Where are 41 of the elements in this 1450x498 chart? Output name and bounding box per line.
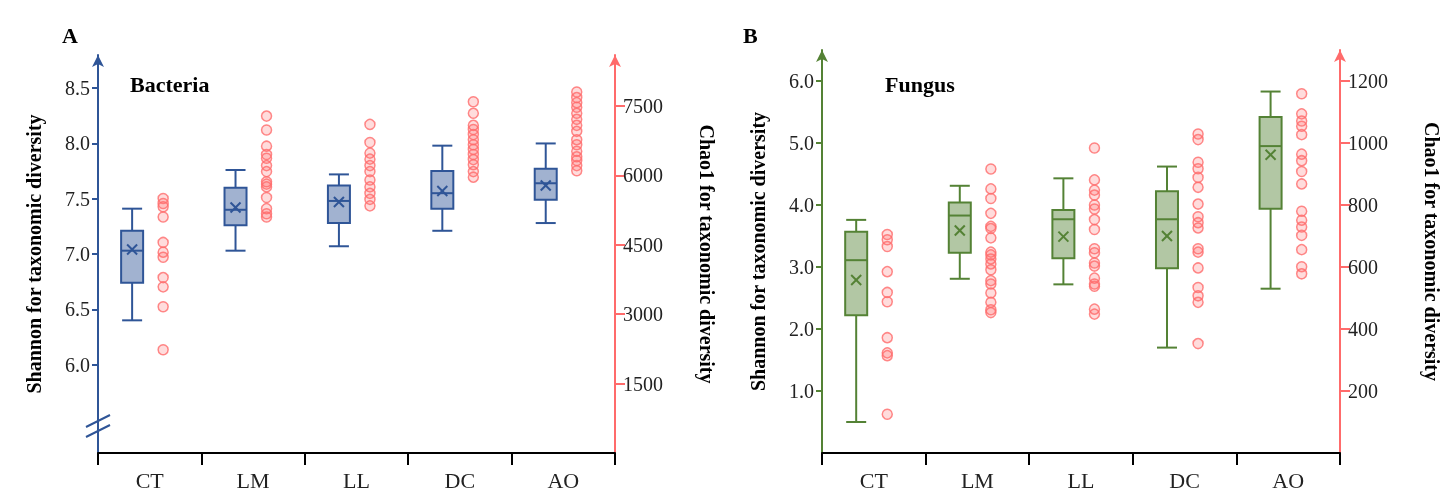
y2-tick-label: 4500 xyxy=(623,233,663,256)
y2-tick-label: 400 xyxy=(1348,318,1378,340)
y2-tick-label: 800 xyxy=(1348,194,1378,216)
y-tick-label: 1.0 xyxy=(789,380,814,402)
y-tick-label: 3.0 xyxy=(789,256,814,278)
y-tick-label: 8.0 xyxy=(65,132,90,155)
x-tick-label: DC xyxy=(1169,467,1200,493)
y-axis-title: Shannon for taxonomic diversity xyxy=(23,114,46,394)
y2-tick-label: 600 xyxy=(1348,256,1378,278)
y-tick-label: 2.0 xyxy=(789,318,814,340)
text: A xyxy=(62,22,78,48)
x-tick-label: LM xyxy=(236,467,270,493)
y-tick-label: 5.0 xyxy=(789,132,814,154)
y-axis-title: Shannon for taxonomic diversity xyxy=(747,111,770,392)
x-tick-label: AO xyxy=(547,467,580,493)
y-tick-label: 7.0 xyxy=(65,243,90,265)
y2-tick-label: 3000 xyxy=(623,303,663,326)
y-tick-label: 6.0 xyxy=(789,70,814,92)
x-tick-label: DC xyxy=(444,467,476,493)
y2-tick-label: 200 xyxy=(1348,380,1378,402)
y2-tick-label: 1200 xyxy=(1348,70,1388,92)
y2-axis-title: Chao1 for taxonomic diversity xyxy=(1420,121,1443,382)
text: Bacteria xyxy=(130,71,210,97)
y-tick-label: 6.0 xyxy=(65,353,90,376)
x-tick-label: CT xyxy=(859,467,889,493)
y2-tick-label: 1000 xyxy=(1348,132,1388,154)
y-tick-label: 6.5 xyxy=(65,298,90,321)
y-tick-label: 8.5 xyxy=(65,77,90,100)
y-tick-label: 7.5 xyxy=(65,187,90,210)
x-tick-label: LM xyxy=(960,467,994,493)
y2-axis-title: Chao1 for taxonomic diversity xyxy=(695,124,718,384)
x-tick-label: LL xyxy=(343,467,370,493)
y2-tick-label: 7500 xyxy=(623,94,663,117)
y2-tick-label: 6000 xyxy=(623,164,663,187)
x-tick-label: AO xyxy=(1272,467,1305,493)
text: Fungus xyxy=(885,71,956,97)
text: B xyxy=(743,22,758,48)
y-tick-label: 4.0 xyxy=(789,194,814,216)
y2-tick-label: 1500 xyxy=(623,372,663,395)
x-tick-label: LL xyxy=(1067,467,1095,493)
x-tick-label: CT xyxy=(135,467,165,493)
